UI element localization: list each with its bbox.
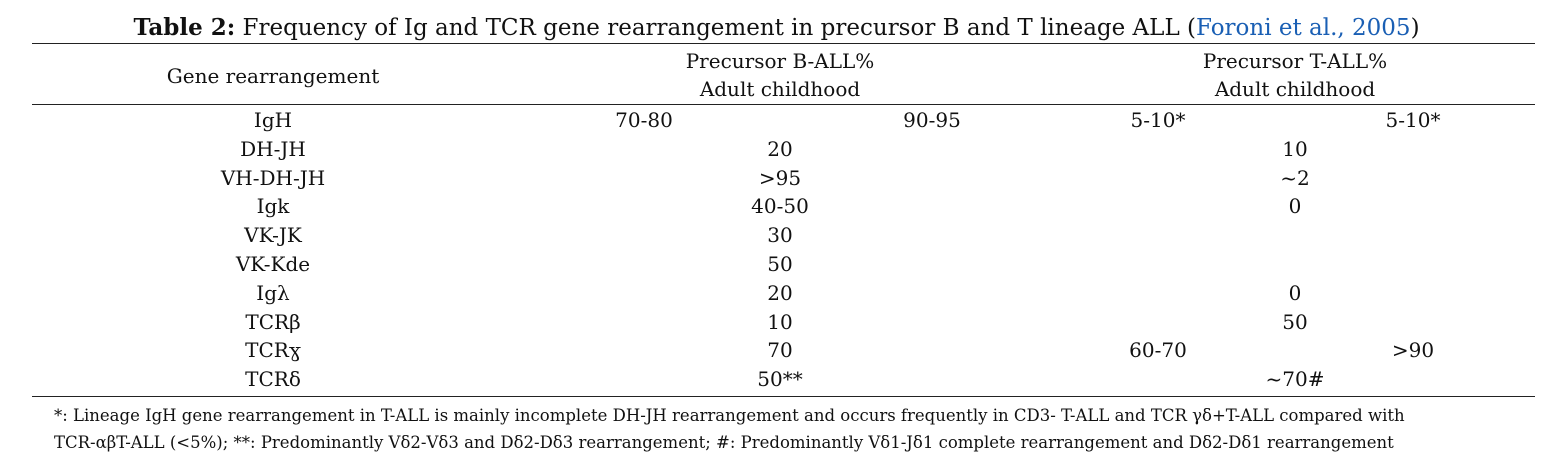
gene-cell: VH-DH-JH [220,165,326,190]
t-cell: ~70# [1265,367,1325,392]
t-cell: 10 [1282,136,1308,161]
title-text: Frequency of Ig and TCR gene rearrangeme… [242,15,1196,41]
t-cell: 5-10* [1130,108,1186,132]
gene-cell: Igλ [256,280,290,305]
footnote: *: Lineage IgH gene rearrangement in T-A… [54,406,1405,425]
t-cell: >90 [1391,338,1435,363]
b-cell: >95 [758,165,802,190]
gene-cell: TCRδ [245,367,301,392]
footnote: TCR-αβT-ALL (<5%); **: Predominantly Vδ2… [54,433,1394,452]
t-cell: 60-70 [1129,338,1187,363]
t-cell: 0 [1288,194,1302,219]
gene-cell: VK-JK [244,223,302,248]
b-cell: 20 [767,280,793,305]
top-rule [32,43,1535,44]
bottom-rule [32,396,1535,397]
header-cell: Adult childhood [699,77,861,101]
citation-link[interactable]: Foroni et al., 2005 [1196,15,1411,41]
header-cell: Precursor B-ALL% [685,49,875,73]
b-cell: 90-95 [903,108,961,132]
b-cell: 50** [757,367,803,392]
header-cell: Adult childhood [1214,77,1376,101]
header-rule [32,104,1535,105]
gene-cell: IgH [253,108,293,132]
t-cell: 50 [1282,309,1308,334]
b-cell: 10 [767,309,793,334]
gene-cell: Igk [256,194,290,219]
gene-cell: TCRβ [245,309,301,334]
gene-cell: VK-Kde [235,252,311,276]
header-cell: Precursor T-ALL% [1202,49,1388,73]
b-cell: 40-50 [751,194,809,219]
header-cell: Gene rearrangement [166,64,380,88]
b-cell: 20 [767,136,793,161]
title-close: ) [1410,15,1420,41]
t-cell: ~2 [1280,165,1310,190]
t-cell: 5-10* [1385,108,1441,132]
t-cell: 0 [1288,280,1302,305]
gene-cell: DH-JH [240,136,306,161]
title-label: Table 2: [133,14,236,41]
b-cell: 50 [767,252,793,276]
b-cell: 30 [767,223,793,248]
table-title: Table 2: Frequency of Ig and TCR gene re… [0,14,1553,41]
b-cell: 70 [767,338,793,363]
gene-cell: TCRɣ [245,338,301,363]
b-cell: 70-80 [615,108,673,132]
